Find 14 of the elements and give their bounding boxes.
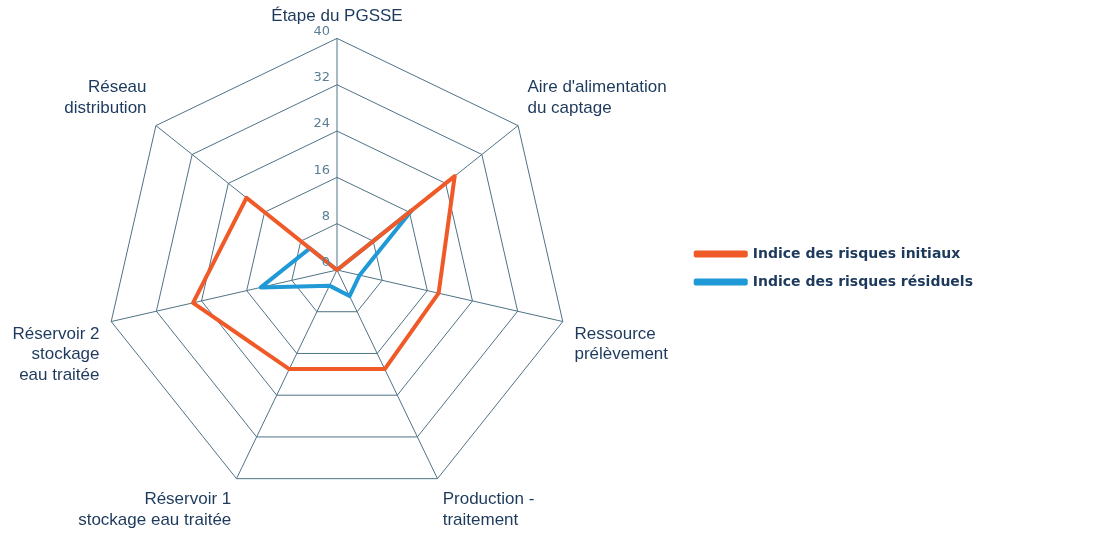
y-tick-label: 16: [313, 161, 330, 177]
spoke-label: Étape du PGSSE: [271, 5, 403, 25]
y-tick-label: 40: [313, 22, 330, 38]
spoke-label: Réseau distribution: [64, 77, 147, 117]
spoke-label: Production - traitement: [442, 489, 535, 529]
spoke-label: Réservoir 1 stockage eau traitée: [78, 489, 232, 529]
y-tick-label: 24: [313, 115, 330, 131]
spoke-label: Ressource prélèvement: [574, 324, 669, 364]
y-tick-label: 8: [321, 208, 330, 224]
legend-label: Indice des risques résiduels: [752, 272, 973, 289]
spoke-label: Aire d'alimentation du captage: [527, 77, 667, 117]
y-tick-label: 32: [313, 69, 330, 85]
spoke-label: Réservoir 2 stockage eau traitée: [12, 324, 100, 384]
legend-label: Indice des risques initiaux: [752, 244, 961, 261]
